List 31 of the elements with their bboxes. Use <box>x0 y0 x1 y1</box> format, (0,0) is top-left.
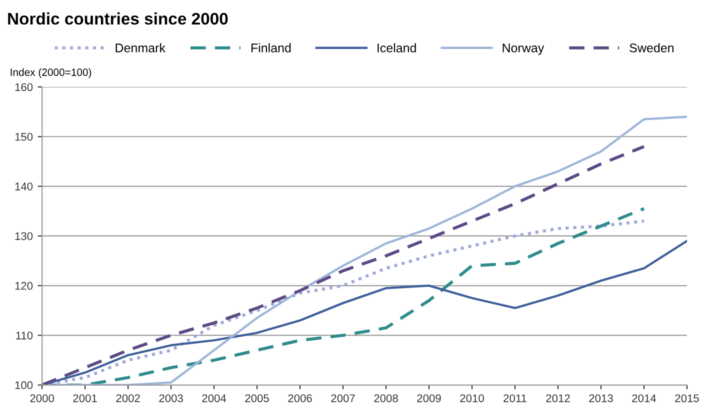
legend-label: Denmark <box>116 43 166 52</box>
legend-label: Norway <box>502 44 544 55</box>
legend-label: Sweden <box>630 43 674 52</box>
x-tick-label: 2001 <box>73 394 97 402</box>
chart-title: Nordic countries since 2000 <box>8 12 228 25</box>
x-tick-label: 2000 <box>30 394 54 402</box>
y-tick-label: 100 <box>15 381 33 390</box>
y-tick-label: 130 <box>15 232 33 240</box>
legend-label: Iceland <box>378 43 416 52</box>
x-tick-label: 2002 <box>116 394 140 402</box>
x-tick-label: 2014 <box>632 394 656 402</box>
x-tick-label: 2009 <box>417 394 441 402</box>
y-tick-label: 160 <box>15 83 33 92</box>
x-tick-label: 2005 <box>245 394 269 402</box>
x-tick-label: 2011 <box>504 394 526 402</box>
y-axis-title: Index (2000=100) <box>10 68 92 78</box>
y-tick-label: 140 <box>15 182 33 190</box>
x-tick-label: 2013 <box>589 394 613 402</box>
x-tick-label: 2010 <box>460 394 484 402</box>
legend-label: Finland <box>251 43 291 52</box>
y-tick-label: 150 <box>15 132 33 141</box>
y-tick-label: 110 <box>16 332 33 340</box>
x-tick-label: 2007 <box>331 394 355 402</box>
x-tick-label: 2006 <box>288 394 312 402</box>
x-tick-label: 2015 <box>675 394 699 402</box>
x-tick-label: 2004 <box>202 394 226 402</box>
x-tick-label: 2003 <box>159 394 183 402</box>
x-tick-label: 2008 <box>374 394 398 402</box>
line-series <box>42 145 646 386</box>
x-tick-label: 2012 <box>546 394 570 402</box>
y-tick-label: 120 <box>15 282 33 290</box>
